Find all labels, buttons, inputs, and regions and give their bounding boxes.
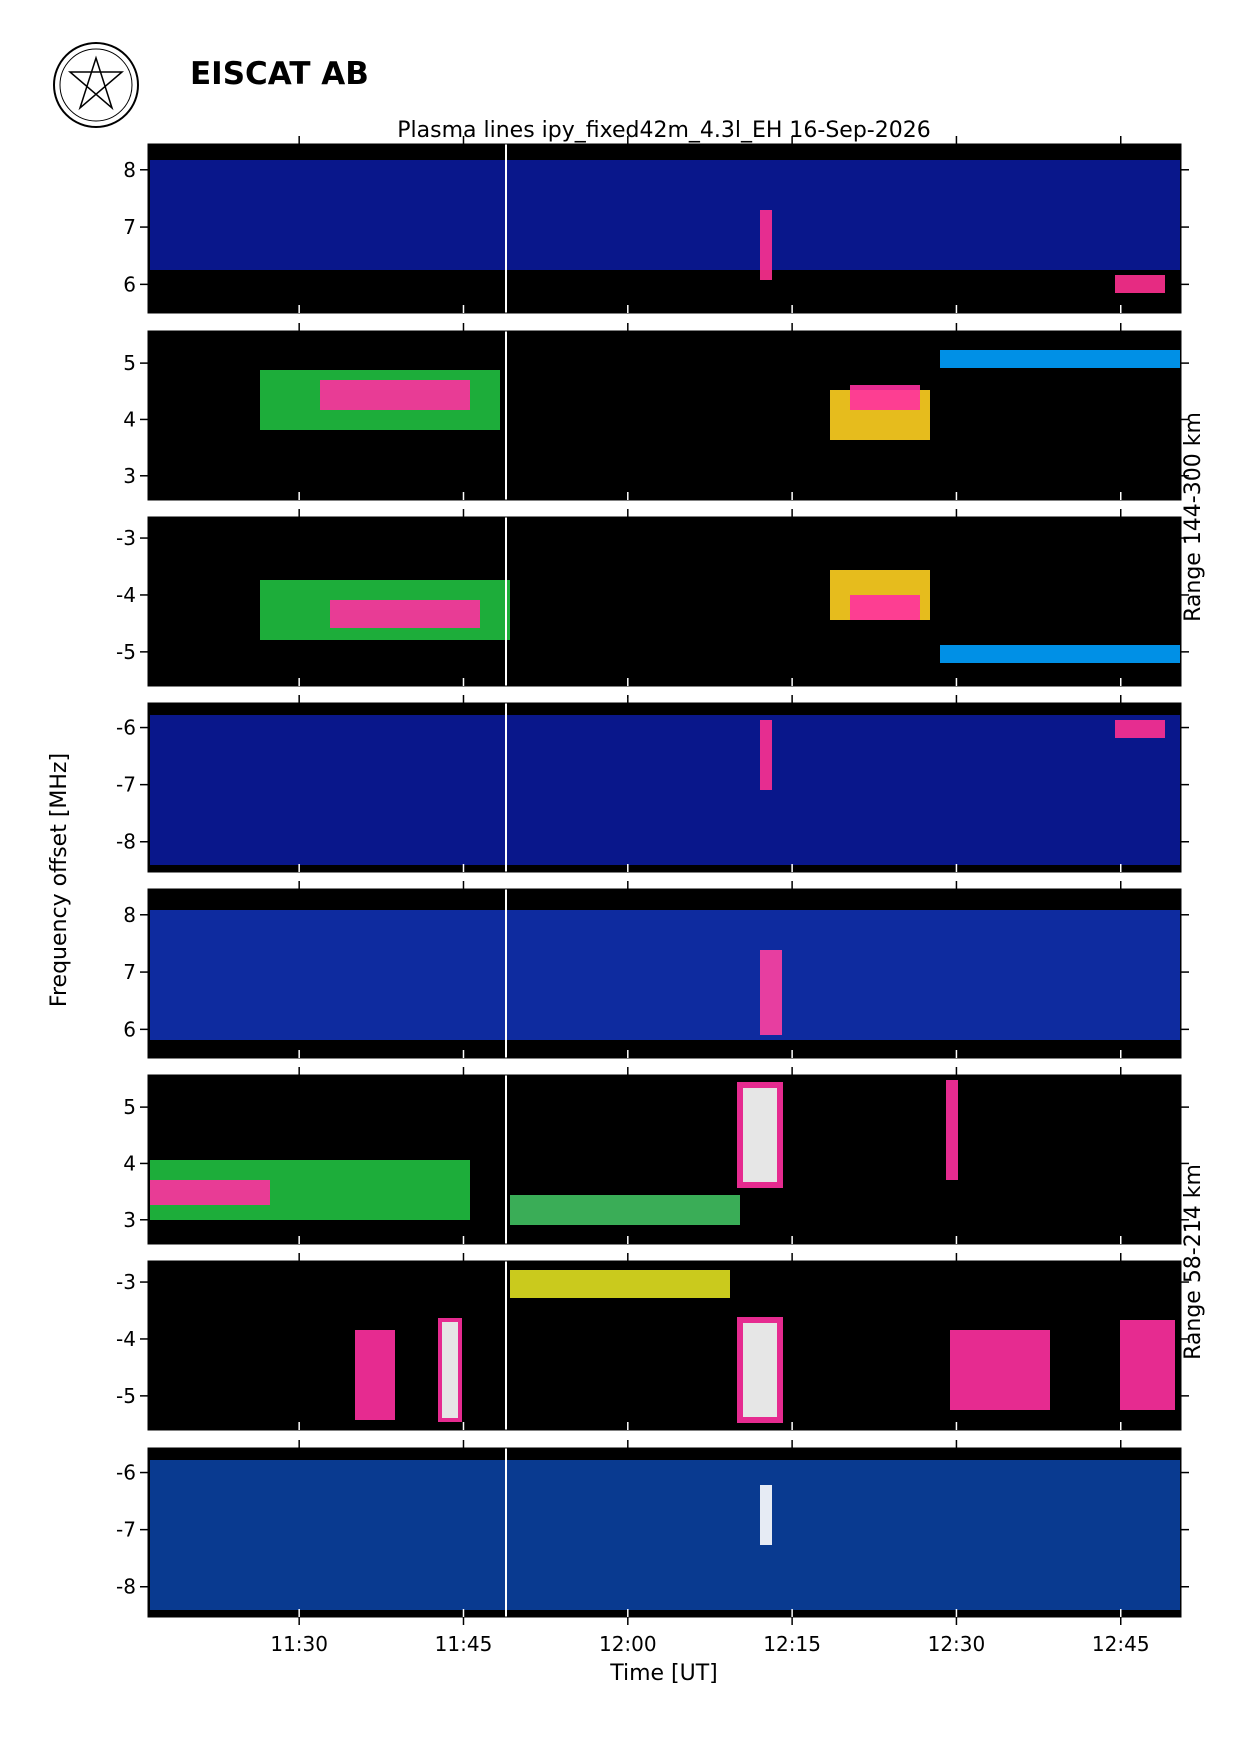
range-label: Range 58-214 km [1181, 1164, 1206, 1360]
y-tick-label: -3 [116, 1270, 136, 1294]
panel-frame [147, 1260, 1182, 1431]
x-tick-label: 12:00 [599, 1632, 657, 1656]
panel-frame [147, 888, 1182, 1059]
panel-frame [147, 1074, 1182, 1245]
y-tick-label: -7 [116, 773, 136, 797]
range-label: Range 144-300 km [1181, 412, 1206, 622]
spectrogram-features [150, 144, 1180, 1617]
y-tick-label: 5 [123, 351, 136, 375]
y-tick-label: -8 [116, 830, 136, 854]
org-name: EISCAT AB [190, 56, 369, 92]
y-tick-label: 7 [123, 215, 136, 239]
y-tick-label: 8 [123, 903, 136, 927]
x-tick-label: 12:45 [1092, 1632, 1150, 1656]
y-tick-label: -4 [116, 1327, 136, 1351]
y-tick-label: 8 [123, 158, 136, 182]
panel-frame [147, 1447, 1182, 1618]
y-tick-label: -3 [116, 526, 136, 550]
logo [53, 42, 139, 128]
y-tick-label: 4 [123, 407, 136, 431]
axes: 6 7 8 3 4 5 -5 -4 -3 -8 -7 -6 6 7 8 3 4 5 -5 -4 -3 -8 -7 -6 11:3… [116, 136, 1189, 1656]
y-tick-label: 5 [123, 1095, 136, 1119]
x-tick-label: 12:15 [763, 1632, 821, 1656]
y-tick-label: -6 [116, 1461, 136, 1485]
y-tick-label: 4 [123, 1151, 136, 1175]
y-tick-label: -5 [116, 1384, 136, 1408]
y-tick-label: -7 [116, 1518, 136, 1542]
panel-frame [147, 330, 1182, 501]
y-tick-label: -4 [116, 583, 136, 607]
y-tick-label: 3 [123, 1208, 136, 1232]
y-axis-label: Frequency offset [MHz] [47, 753, 72, 1007]
y-tick-label: 6 [123, 272, 136, 296]
x-tick-label: 11:30 [270, 1632, 328, 1656]
y-tick-label: 6 [123, 1017, 136, 1041]
chart-title: Plasma lines ipy_fixed42m_4.3l_EH 16-Sep… [397, 118, 930, 143]
panel-frame [147, 143, 1182, 314]
y-tick-label: -5 [116, 640, 136, 664]
y-tick-label: 3 [123, 464, 136, 488]
y-tick-label: -6 [116, 716, 136, 740]
y-tick-label: 7 [123, 960, 136, 984]
panel-frame [147, 702, 1182, 873]
y-tick-label: -8 [116, 1575, 136, 1599]
x-axis-label: Time [UT] [609, 1661, 718, 1686]
x-tick-label: 12:30 [928, 1632, 986, 1656]
x-tick-label: 11:45 [435, 1632, 493, 1656]
panel-frame [147, 516, 1182, 687]
